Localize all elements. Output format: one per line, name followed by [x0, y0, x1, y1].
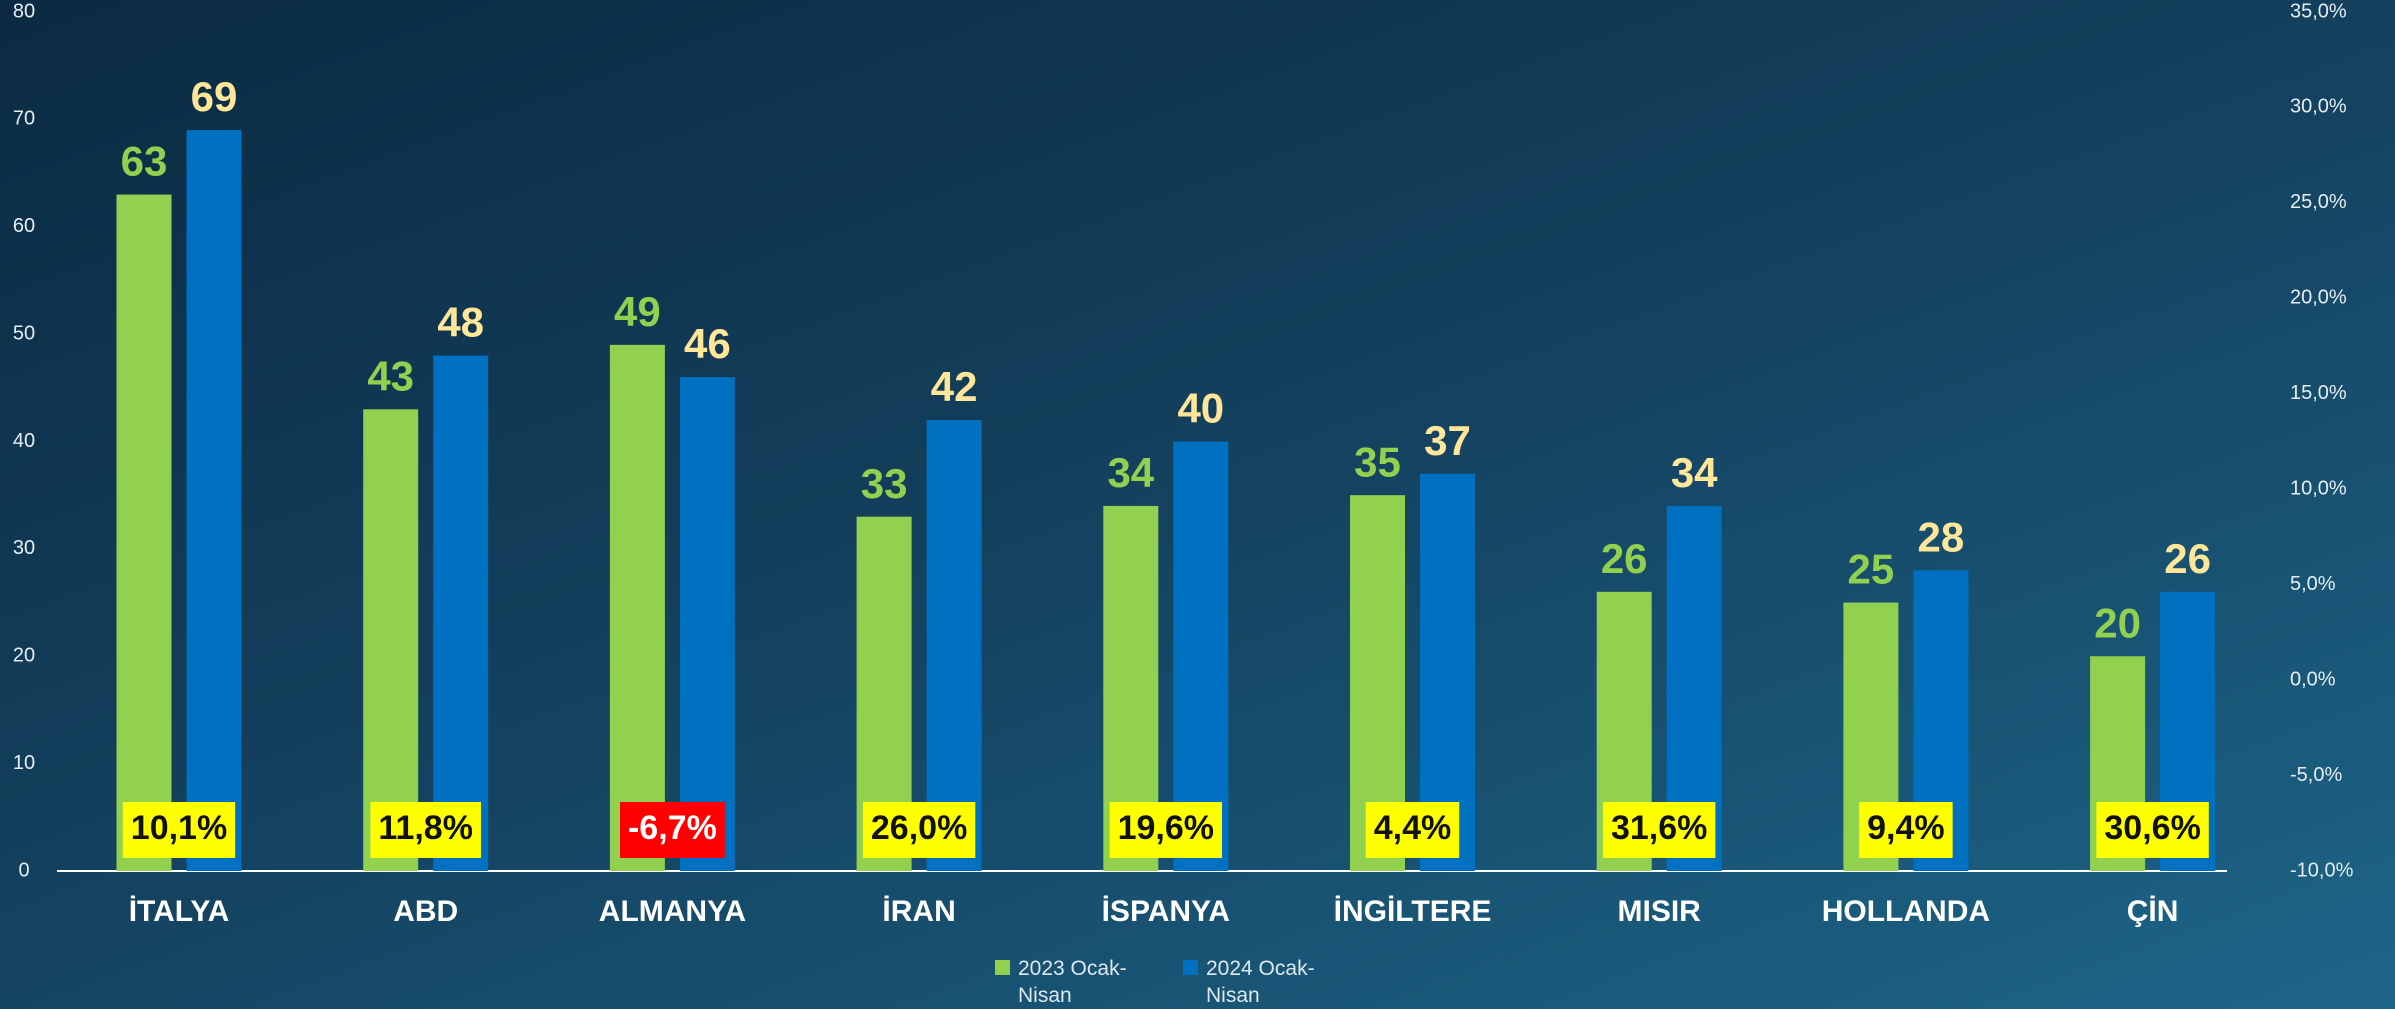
change-label: -6,7%: [628, 809, 717, 847]
change-label: 10,1%: [131, 809, 227, 847]
x-tick-label: ABD: [393, 895, 458, 928]
y-tick-label: 80: [13, 0, 35, 22]
data-label: 28: [1918, 513, 1965, 560]
legend-swatch: [1183, 960, 1198, 975]
y2-tick-label: -10,0%: [2290, 859, 2354, 881]
y-tick-label: 70: [13, 108, 35, 130]
y2-tick-label: 30,0%: [2290, 96, 2347, 118]
x-tick-label: İSPANYA: [1102, 895, 1230, 928]
change-badge: 9,4%: [1859, 802, 1953, 858]
y2-tick-label: 0,0%: [2290, 668, 2336, 690]
data-label: 20: [2094, 599, 2141, 646]
change-badge: 10,1%: [122, 802, 236, 858]
y2-tick-label: 5,0%: [2290, 573, 2336, 595]
data-label: 34: [1671, 449, 1718, 496]
x-tick-label: HOLLANDA: [1822, 895, 1990, 928]
bar: [186, 130, 242, 872]
y2-tick-label: 35,0%: [2290, 0, 2347, 22]
x-tick-label: İNGİLTERE: [1334, 895, 1492, 928]
data-label: 69: [191, 73, 238, 120]
bar: [926, 420, 982, 871]
change-badge: 11,8%: [370, 802, 481, 858]
change-label: 30,6%: [2104, 809, 2200, 847]
y-tick-label: 20: [13, 645, 35, 667]
data-label: 40: [1177, 385, 1224, 432]
bar: [363, 409, 419, 871]
change-label: 19,6%: [1118, 809, 1214, 847]
change-box: [619, 802, 725, 858]
bar: [609, 344, 665, 871]
data-label: 48: [437, 299, 484, 346]
legend-swatch: [995, 960, 1010, 975]
legend-label: 2024 Ocak-Nisan: [1206, 957, 1315, 1007]
x-tick-label: ALMANYA: [599, 895, 746, 928]
legend-item: 2024 Ocak-Nisan: [1183, 955, 1371, 1009]
change-box: [370, 802, 481, 858]
y-tick-label: 10: [13, 752, 35, 774]
change-box: [862, 802, 976, 858]
x-tick-label: İTALYA: [129, 895, 230, 928]
data-label: 34: [1107, 449, 1154, 496]
y2-tick-label: 15,0%: [2290, 382, 2347, 404]
change-label: 31,6%: [1611, 809, 1707, 847]
change-badge: -6,7%: [619, 802, 725, 858]
bar: [116, 194, 172, 872]
change-box: [1365, 802, 1460, 858]
data-label: 37: [1424, 417, 1471, 464]
bar: [433, 355, 489, 872]
bar: [679, 377, 735, 871]
change-box: [1859, 802, 1953, 858]
data-label: 26: [1601, 535, 1648, 582]
y2-tick-label: -5,0%: [2290, 764, 2342, 786]
change-box: [1109, 802, 1223, 858]
bar: [1173, 441, 1229, 871]
change-badge: 19,6%: [1109, 802, 1223, 858]
change-label: 4,4%: [1374, 809, 1452, 847]
x-tick-label: İRAN: [882, 895, 955, 928]
legend-label: 2023 Ocak-Nisan: [1018, 957, 1127, 1007]
chart: 0 10 20 30 40 50 60 70 80 -10,0% -5,0% 0,0% 5,0% 10,0…: [12, 0, 2354, 928]
change-box: [2096, 802, 2209, 858]
y-tick-label: 40: [13, 430, 35, 452]
change-label: 11,8%: [378, 809, 473, 847]
data-label: 43: [367, 352, 414, 399]
change-box: [1602, 802, 1716, 858]
change-label: 26,0%: [871, 809, 967, 847]
y-tick-label: 0: [18, 859, 29, 881]
y-tick-label: 30: [13, 537, 35, 559]
change-box: [122, 802, 236, 858]
legend-item: 2023 Ocak-Nisan: [995, 955, 1183, 1009]
data-label: 35: [1354, 438, 1401, 485]
change-badge: 26,0%: [862, 802, 976, 858]
data-label: 49: [614, 288, 661, 335]
change-badge: 30,6%: [2096, 802, 2209, 858]
x-tick-label: ÇİN: [2127, 895, 2179, 928]
y2-tick-label: 20,0%: [2290, 287, 2347, 309]
change-badge: 4,4%: [1365, 802, 1460, 858]
data-label: 46: [684, 320, 731, 367]
y2-tick-label: 10,0%: [2290, 478, 2347, 500]
change-label: 9,4%: [1867, 809, 1945, 847]
data-label: 42: [931, 363, 978, 410]
data-label: 25: [1848, 546, 1895, 593]
change-badge: 31,6%: [1602, 802, 1716, 858]
data-label: 33: [861, 460, 908, 507]
x-tick-label: MISIR: [1618, 895, 1702, 928]
y-tick-label: 50: [13, 322, 35, 344]
y-tick-label: 60: [13, 215, 35, 237]
y2-tick-label: 25,0%: [2290, 191, 2347, 213]
legend: 2023 Ocak-Nisan 2024 Ocak-Nisan: [995, 955, 1371, 1009]
data-label: 26: [2164, 535, 2211, 582]
data-label: 63: [121, 138, 168, 185]
